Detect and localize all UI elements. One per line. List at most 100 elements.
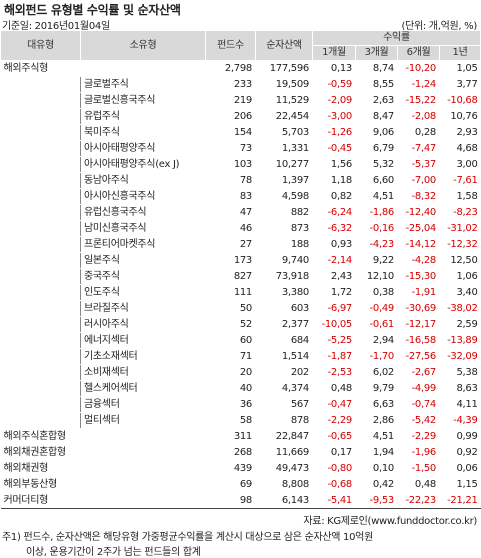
major-type-cell	[0, 300, 81, 317]
net-assets-cell: 22,847	[255, 428, 313, 445]
table-row: 일본주식 173 9,740 -2,14 9,22 -4,28 12,50	[0, 252, 481, 269]
table-row: 커머더티형 98 6,143 -5,41 -9,53 -22,23 -21,21	[0, 492, 481, 509]
return-6m-cell: -4,99	[397, 380, 440, 397]
return-6m-cell: -1,24	[397, 76, 440, 93]
major-type-cell	[0, 348, 81, 365]
table-row: 에너지섹터 60 684 -5,25 2,94 -16,58 -13,89	[0, 332, 481, 349]
return-1y-cell: 3,77	[438, 76, 481, 93]
net-assets-cell: 1,514	[255, 348, 313, 365]
table-row: 북미주식 154 5,703 -1,26 9,06 0,28 2,93	[0, 124, 481, 141]
return-6m-cell: -1,96	[397, 444, 440, 461]
return-1m-cell: -0,47	[312, 396, 356, 413]
footnote-line-2: 이상, 운용기간이 2주가 넘는 펀드들의 합계	[26, 547, 201, 558]
major-type-cell	[0, 364, 81, 381]
return-3m-cell: 4,51	[355, 428, 398, 445]
net-assets-cell: 567	[255, 396, 313, 413]
table-row: 동남아주식 78 1,397 1,18 6,60 -7,00 -7,61	[0, 172, 481, 189]
header-returns: 수익률	[311, 30, 481, 46]
fund-count-cell: 58	[205, 412, 256, 429]
return-6m-cell: -0,74	[397, 396, 440, 413]
fund-count-cell: 311	[205, 428, 256, 445]
return-1y-cell: 0,99	[438, 428, 481, 445]
major-type-cell: 해외채권형	[0, 460, 81, 477]
return-3m-cell: 1,94	[355, 444, 398, 461]
return-3m-cell: -9,53	[355, 492, 398, 509]
header-3m: 3개월	[355, 45, 398, 61]
major-type-cell	[0, 204, 81, 221]
return-1m-cell: -0,45	[312, 140, 356, 157]
major-type-cell	[0, 252, 81, 269]
fund-count-cell: 173	[205, 252, 256, 269]
return-3m-cell: 2,63	[355, 92, 398, 109]
return-6m-cell: -5,37	[397, 156, 440, 173]
net-assets-cell: 873	[255, 220, 313, 237]
fund-count-cell: 47	[205, 204, 256, 221]
net-assets-cell: 22,454	[255, 108, 313, 125]
minor-type-cell: 브라질주식	[80, 300, 206, 317]
return-6m-cell: -1,50	[397, 460, 440, 477]
major-type-cell	[0, 236, 81, 253]
net-assets-cell: 10,277	[255, 156, 313, 173]
return-6m-cell: -10,20	[397, 60, 440, 77]
return-3m-cell: 2,94	[355, 332, 398, 349]
return-1y-cell: -10,68	[438, 92, 481, 109]
fund-count-cell: 206	[205, 108, 256, 125]
major-type-cell	[0, 412, 81, 429]
return-3m-cell: 6,02	[355, 364, 398, 381]
net-assets-cell: 3,380	[255, 284, 313, 301]
table-body: 해외주식형 2,798 177,596 0,13 8,74 -10,20 1,05 글로벌주식…	[0, 60, 481, 509]
return-1m-cell: -2,14	[312, 252, 356, 269]
fund-count-cell: 50	[205, 300, 256, 317]
header-net-assets: 순자산액	[255, 30, 313, 61]
minor-type-cell: 글로벌신흥국주식	[80, 92, 206, 109]
return-1m-cell: 1,18	[312, 172, 356, 189]
major-type-cell	[0, 316, 81, 333]
return-1y-cell: 1,05	[438, 60, 481, 77]
return-1m-cell: -0,68	[312, 476, 356, 493]
minor-type-cell: 아시아신흥국주식	[80, 188, 206, 205]
return-3m-cell: 8,74	[355, 60, 398, 77]
fund-returns-table: 대유형 소유형 펀드수 순자산액 수익률 1개월 3개월 6개월 1년 해외주식…	[0, 30, 481, 509]
return-1y-cell: -4,39	[438, 412, 481, 429]
net-assets-cell: 603	[255, 300, 313, 317]
return-6m-cell: -27,56	[397, 348, 440, 365]
return-1y-cell: 3,40	[438, 284, 481, 301]
minor-type-cell: 인도주식	[80, 284, 206, 301]
net-assets-cell: 4,374	[255, 380, 313, 397]
table-row: 멀티섹터 58 878 -2,29 2,86 -5,42 -4,39	[0, 412, 481, 429]
table-row: 중국주식 827 73,918 2,43 12,10 -15,30 1,06	[0, 268, 481, 285]
return-3m-cell: -4,23	[355, 236, 398, 253]
net-assets-cell: 5,703	[255, 124, 313, 141]
fund-count-cell: 71	[205, 348, 256, 365]
return-1y-cell: 1,15	[438, 476, 481, 493]
fund-count-cell: 40	[205, 380, 256, 397]
fund-count-cell: 111	[205, 284, 256, 301]
return-6m-cell: -15,30	[397, 268, 440, 285]
return-1m-cell: 0,48	[312, 380, 356, 397]
return-1m-cell: -5,41	[312, 492, 356, 509]
header-6m: 6개월	[397, 45, 440, 61]
base-date: 기준일: 2016년01월04일	[2, 21, 110, 32]
net-assets-cell: 49,473	[255, 460, 313, 477]
net-assets-cell: 4,598	[255, 188, 313, 205]
fund-count-cell: 52	[205, 316, 256, 333]
table-row: 글로벌신흥국주식 219 11,529 -2,09 2,63 -15,22 -10,68	[0, 92, 481, 109]
return-1y-cell: 8,63	[438, 380, 481, 397]
unit-label: (단위: 개,억원, %)	[401, 21, 478, 32]
net-assets-cell: 6,143	[255, 492, 313, 509]
fund-count-cell: 233	[205, 76, 256, 93]
major-type-cell	[0, 108, 81, 125]
header-1y: 1년	[438, 45, 481, 61]
return-3m-cell: 9,79	[355, 380, 398, 397]
return-6m-cell: -22,23	[397, 492, 440, 509]
fund-count-cell: 27	[205, 236, 256, 253]
net-assets-cell: 73,918	[255, 268, 313, 285]
fund-count-cell: 60	[205, 332, 256, 349]
table-row: 해외주식혼합형 311 22,847 -0,65 4,51 -2,29 0,99	[0, 428, 481, 445]
return-6m-cell: -12,40	[397, 204, 440, 221]
fund-count-cell: 827	[205, 268, 256, 285]
header-1m: 1개월	[312, 45, 356, 61]
return-1y-cell: 1,06	[438, 268, 481, 285]
table-row: 해외채권형 439 49,473 -0,80 0,10 -1,50 0,06	[0, 460, 481, 477]
major-type-cell: 커머더티형	[0, 492, 81, 509]
